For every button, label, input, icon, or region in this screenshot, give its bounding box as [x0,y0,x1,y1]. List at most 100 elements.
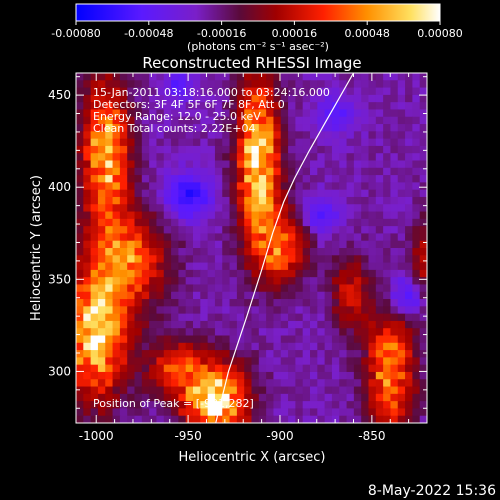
heatmap-cell [324,124,333,132]
heatmap-cell [280,233,289,242]
heatmap-cell [171,371,179,380]
heatmap-cell [302,131,311,140]
annotation-energy-range: Energy Range: 12.0 - 25.0 keV [93,110,261,123]
heatmap-cell [353,102,362,111]
heatmap-cell [105,284,114,293]
heatmap-cell [390,342,399,351]
heatmap-cell [339,277,348,286]
heatmap-cell [119,277,128,286]
heatmap-cell [229,182,238,191]
heatmap-cell [280,379,289,388]
heatmap-cell [361,87,370,96]
heatmap-cell [105,131,114,140]
heatmap-cell [375,277,384,286]
heatmap-cell [339,291,348,300]
heatmap-cell [178,80,187,89]
heatmap-cell [171,124,179,132]
heatmap-cell [105,204,114,213]
heatmap-cell [214,262,223,271]
heatmap-cell [200,116,209,125]
heatmap-cell [141,131,150,140]
heatmap-cell [171,277,179,286]
heatmap-cell [185,386,194,395]
heatmap-cell [134,189,143,198]
heatmap-cell [339,306,348,315]
heatmap-cell [222,350,231,358]
heatmap-cell [368,371,377,380]
heatmap-cell [178,109,187,118]
heatmap-cell [90,393,99,402]
heatmap-cell [90,153,99,162]
heatmap-cell [310,262,318,271]
heatmap-cell [266,328,275,337]
heatmap-cell [295,73,304,81]
heatmap-cell [105,342,114,351]
heatmap-cell [375,80,384,89]
heatmap-cell [258,102,267,111]
heatmap-cell [331,401,340,410]
heatmap-cell [339,364,348,373]
heatmap-cell [288,124,296,132]
heatmap-cell [229,102,238,111]
heatmap-cell [214,364,223,373]
heatmap-cell [324,313,333,322]
colorbar-ticks: -0.00080 -0.00048 -0.00016 0.00016 0.00048 0.… [51,21,463,40]
heatmap-cell [258,80,267,89]
heatmap-cell [258,153,267,162]
heatmap-cell [383,342,392,351]
heatmap-cell [119,153,128,162]
heatmap-cell [236,131,245,140]
heatmap-cell [171,408,179,417]
heatmap-cell [280,386,289,395]
heatmap-cell [90,204,99,213]
heatmap-cell [185,94,194,103]
heatmap-cell [185,408,194,417]
heatmap-cell [171,393,179,402]
heatmap-cell [244,415,253,423]
heatmap-cell [207,408,216,417]
heatmap-cell [295,386,304,395]
heatmap-cell [397,94,406,103]
heatmap-cell [112,182,121,191]
heatmap-cell [302,393,311,402]
heatmap-cell [229,277,238,286]
heatmap-cell [266,124,275,132]
annotation-time-range: 15-Jan-2011 03:18:16.000 to 03:24:16.000 [93,86,330,99]
heatmap-cell [171,342,179,351]
heatmap-cell [97,87,106,96]
heatmap-cell [105,175,114,183]
heatmap-cell [156,73,165,81]
heatmap-cell [339,350,348,358]
heatmap-cell [236,277,245,286]
heatmap-cell [178,124,187,132]
heatmap-cell [156,248,165,256]
heatmap-cell [251,350,260,358]
heatmap-cell [339,211,348,220]
heatmap-cell [134,131,143,140]
heatmap-cell [171,80,179,89]
heatmap-cell [288,182,296,191]
heatmap-cell [280,299,289,307]
heatmap-cell [97,116,106,125]
heatmap-cell [288,189,296,198]
heatmap-cell [266,357,275,366]
heatmap-cell [141,153,150,162]
heatmap-cell [127,328,136,337]
heatmap-cell [156,138,165,147]
heatmap-cell [119,109,128,118]
heatmap-cell [390,371,399,380]
heatmap-cell [141,73,150,81]
heatmap-cell [295,138,304,147]
heatmap-cell [251,357,260,366]
heatmap-cell [105,386,114,395]
heatmap-cell [346,350,355,358]
heatmap-cell [141,306,150,315]
heatmap-cell [273,189,282,198]
heatmap-cell [251,233,260,242]
heatmap-cell [368,109,377,118]
heatmap-cell [412,240,421,249]
heatmap-cell [331,138,340,147]
heatmap-cell [112,320,121,329]
heatmap-cell [419,233,427,242]
heatmap-cell [163,145,172,154]
